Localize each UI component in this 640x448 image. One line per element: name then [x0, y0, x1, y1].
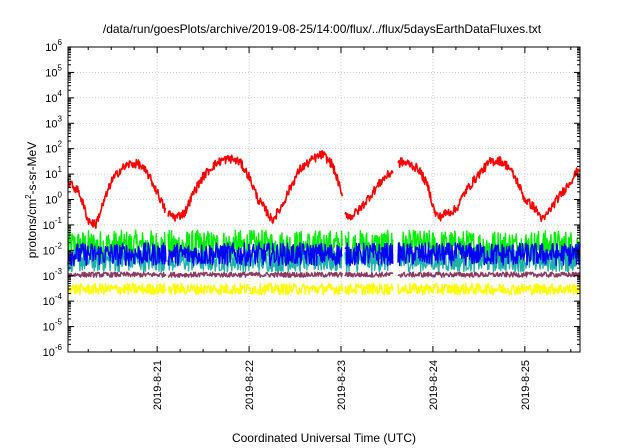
- y-tick-label: 10-6: [43, 343, 63, 359]
- y-tick-label: 101: [45, 165, 62, 181]
- x-tick-label: 2019-8-23: [336, 360, 348, 410]
- series-line: [67, 248, 581, 273]
- series-line: [67, 282, 581, 296]
- y-axis-label-a: protons/cm: [25, 199, 39, 258]
- series-line: [67, 242, 581, 267]
- y-tick-label: 106: [45, 38, 62, 54]
- series-line: [67, 271, 581, 278]
- y-tick-labels: 10-6 10-5 10-4 10-3 10-2 10-1 100 101 102 103 104 1…: [43, 38, 63, 359]
- series-line: [67, 150, 581, 229]
- y-tick-label: 105: [45, 63, 62, 79]
- x-tick-label: 2019-8-22: [244, 360, 256, 410]
- series-path: [67, 150, 581, 229]
- y-tick-label: 100: [45, 191, 62, 207]
- chart-title: /data/run/goesPlots/archive/2019-08-25/1…: [103, 22, 542, 36]
- x-tick-label: 2019-8-21: [152, 360, 164, 410]
- series-path: [67, 248, 581, 273]
- y-tick-label: 103: [45, 114, 62, 130]
- series-path: [67, 242, 581, 267]
- y-tick-label: 10-1: [43, 216, 63, 232]
- y-tick-label: 10-4: [43, 292, 63, 308]
- series-path: [67, 271, 581, 278]
- x-axis-label: Coordinated Universal Time (UTC): [232, 431, 416, 445]
- y-tick-label: 10-3: [43, 267, 63, 283]
- x-tick-label: 2019-8-24: [428, 360, 440, 410]
- axis-ticks: [68, 46, 580, 353]
- y-tick-label: 102: [45, 140, 62, 156]
- x-tick-label: 2019-8-25: [520, 360, 532, 410]
- y-axis-label-b: -s-sr-MeV: [25, 142, 39, 195]
- y-axis-label: protons/cm2-s-sr-MeV: [24, 142, 39, 258]
- y-tick-label: 10-5: [43, 318, 63, 334]
- x-tick-labels: 2019-8-21 2019-8-22 2019-8-23 2019-8-24 2019…: [152, 360, 532, 410]
- data-series: [67, 150, 581, 296]
- series-path: [67, 282, 581, 296]
- y-tick-label: 104: [45, 89, 62, 105]
- y-tick-label: 10-2: [43, 241, 63, 257]
- y-axis-label-sup: 2: [24, 194, 33, 199]
